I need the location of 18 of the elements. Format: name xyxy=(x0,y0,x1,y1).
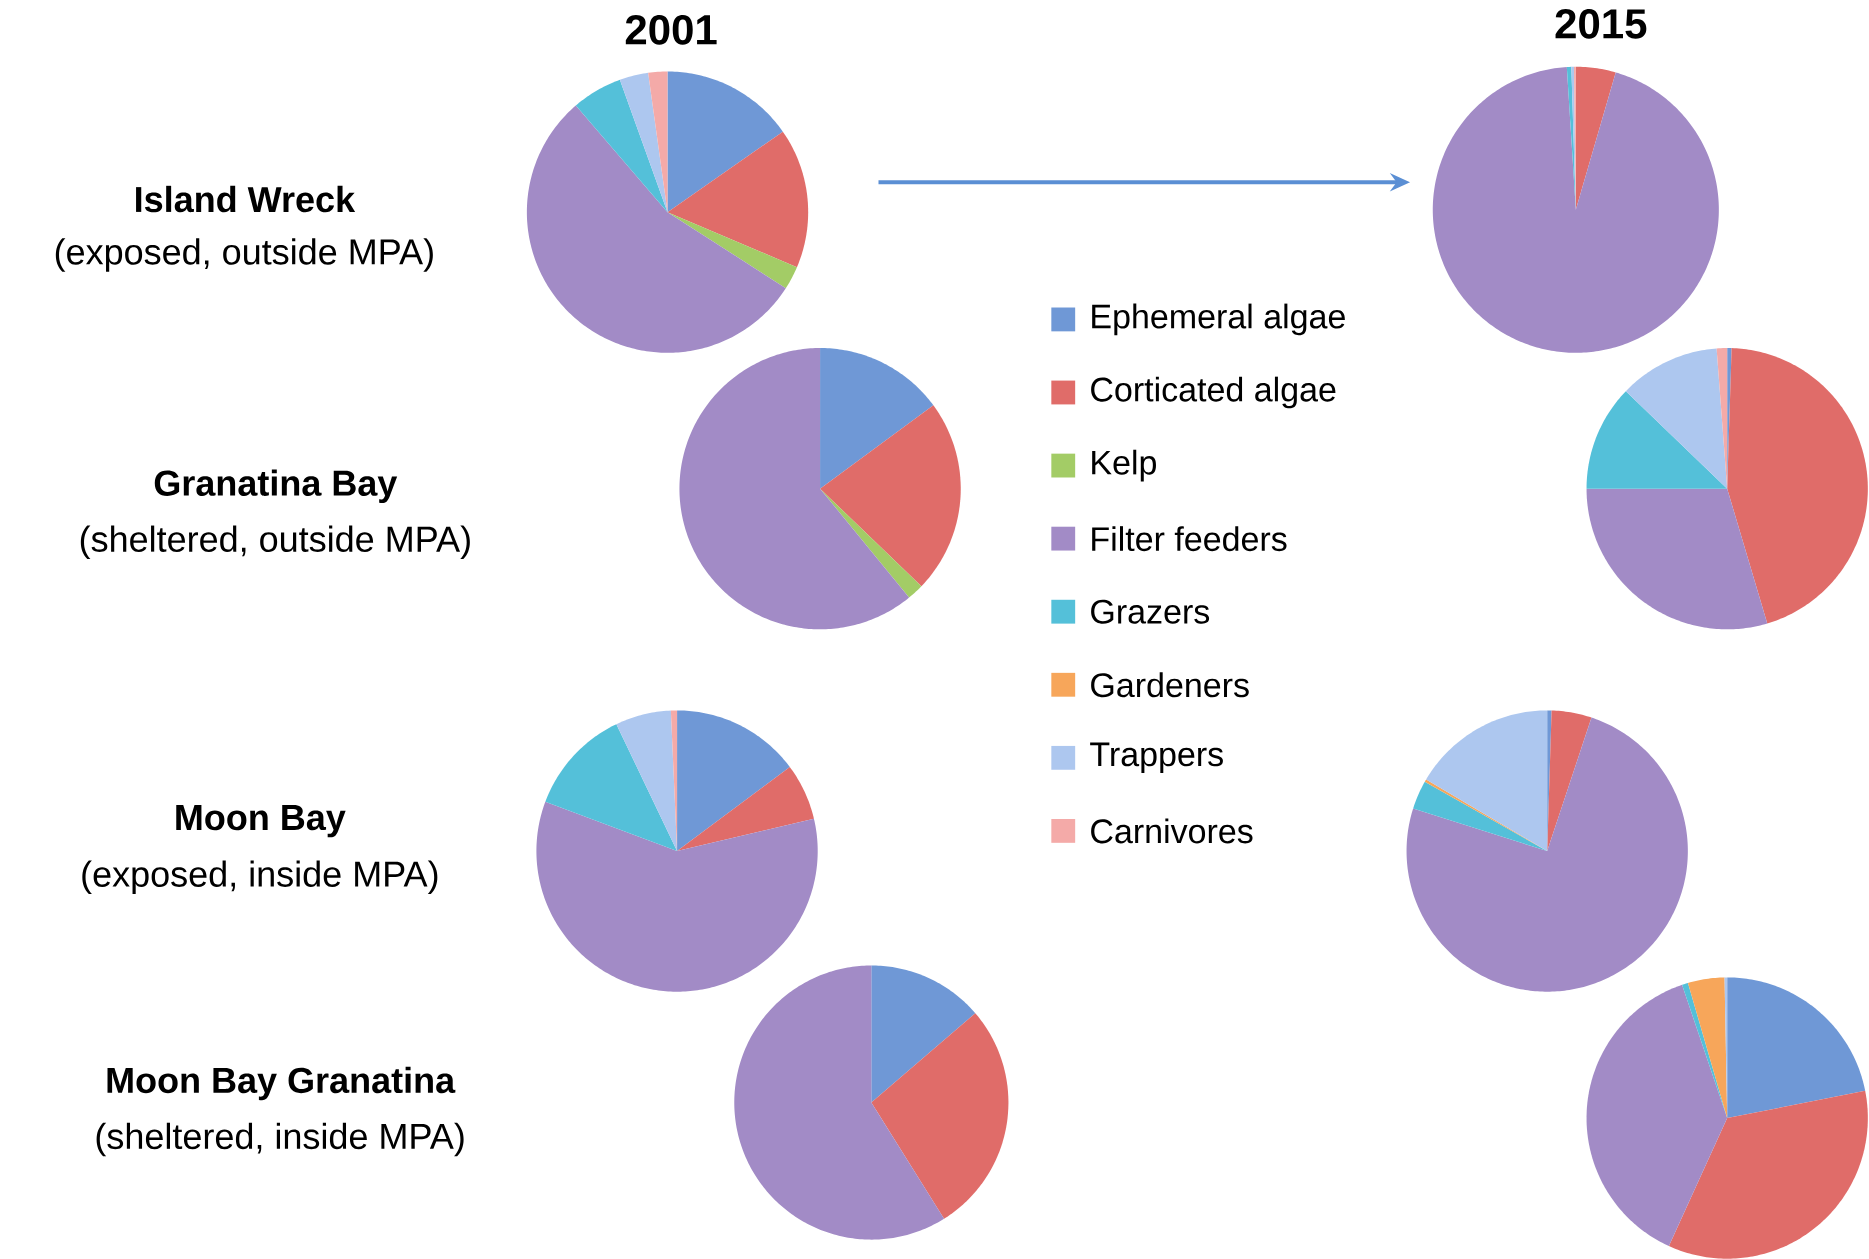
legend-label: Kelp xyxy=(1092,449,1156,482)
legend-label: Grazers xyxy=(1091,599,1210,624)
text: (exposed, outside MPA) xyxy=(55,238,433,272)
text: (sheltered, inside MPA) xyxy=(96,1122,464,1157)
text: Island Wreck xyxy=(136,185,356,213)
legend-label: Ephemeral algae xyxy=(1092,303,1345,336)
legend-label: Filter feeders xyxy=(1092,526,1287,552)
text: Moon Bay xyxy=(176,805,346,838)
chart-title: 2015 xyxy=(1555,9,1647,39)
text: Granatina Bay xyxy=(154,469,398,504)
chart-title: 2001 xyxy=(625,15,717,45)
text: Moon Bay Granatina xyxy=(107,1066,456,1101)
text: (exposed, inside MPA) xyxy=(82,860,438,895)
text: (sheltered, outside MPA) xyxy=(80,525,470,560)
legend-label: Gardeners xyxy=(1091,672,1249,698)
legend-label: Carnivores xyxy=(1091,818,1253,844)
legend-label: Trappers xyxy=(1090,742,1223,774)
legend-label: Corticated algae xyxy=(1091,376,1336,409)
